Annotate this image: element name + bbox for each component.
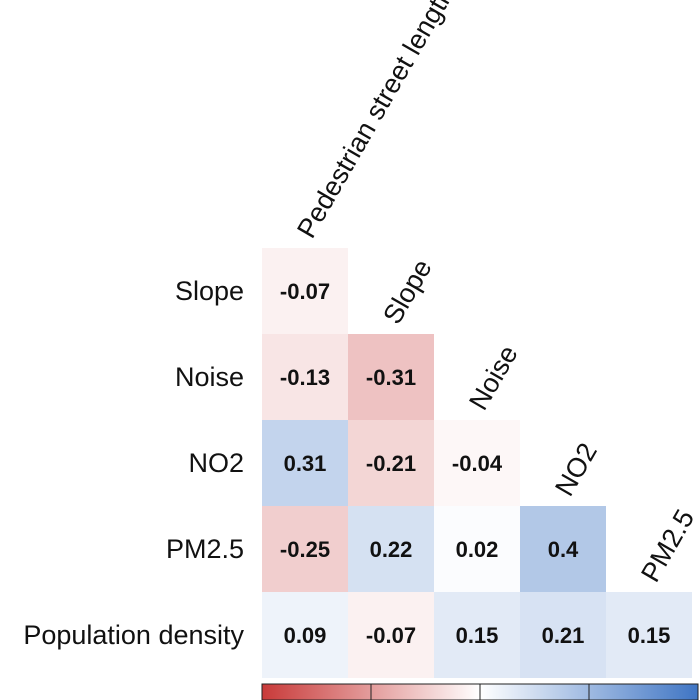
heatmap-cell	[348, 334, 434, 420]
heatmap-cell	[348, 592, 434, 678]
heatmap-cell	[262, 248, 348, 334]
row-label: Slope	[175, 276, 244, 306]
heatmap-cell	[262, 420, 348, 506]
cell-value-label: -0.13	[280, 365, 330, 390]
colorbar	[261, 683, 699, 700]
column-label: NO2	[549, 438, 603, 501]
column-label: PM2.5	[635, 504, 700, 587]
cell-value-label: 0.22	[370, 537, 413, 562]
cell-value-label: -0.07	[366, 623, 416, 648]
row-label: PM2.5	[166, 534, 244, 564]
heatmap-cell	[348, 506, 434, 592]
cell-value-label: 0.02	[456, 537, 499, 562]
heatmap-cell	[348, 420, 434, 506]
cell-value-label: -0.07	[280, 279, 330, 304]
cell-value-label: -0.21	[366, 451, 416, 476]
cell-value-label: 0.09	[284, 623, 327, 648]
cell-value-label: -0.04	[452, 451, 503, 476]
column-label: Pedestrian street length	[291, 0, 460, 243]
heatmap-cell	[606, 592, 692, 678]
cell-value-label: 0.4	[548, 537, 579, 562]
cell-value-label: -0.25	[280, 537, 330, 562]
heatmap-cell	[262, 592, 348, 678]
heatmap-cell	[434, 592, 520, 678]
row-label: NO2	[188, 448, 244, 478]
column-label: Noise	[463, 340, 523, 415]
cell-value-label: 0.15	[628, 623, 671, 648]
heatmap-cell	[262, 506, 348, 592]
cell-value-label: 0.15	[456, 623, 499, 648]
heatmap-cell	[262, 334, 348, 420]
row-labels: Slope Noise NO2 PM2.5 Population density	[23, 276, 244, 650]
cell-value-label: 0.31	[284, 451, 327, 476]
row-label: Population density	[23, 620, 244, 650]
cell-value-label: -0.31	[366, 365, 416, 390]
heatmap-cell	[434, 506, 520, 592]
heatmap-cell	[434, 420, 520, 506]
heatmap-cell	[520, 592, 606, 678]
row-label: Noise	[175, 362, 244, 392]
heatmap-cell	[520, 506, 606, 592]
column-label: Slope	[377, 254, 438, 329]
cells-layer: -0.07 -0.13 -0.31 0.31 -0.21 -0.04 -0.25 0.22 0.…	[262, 248, 692, 678]
cell-value-label: 0.21	[542, 623, 585, 648]
